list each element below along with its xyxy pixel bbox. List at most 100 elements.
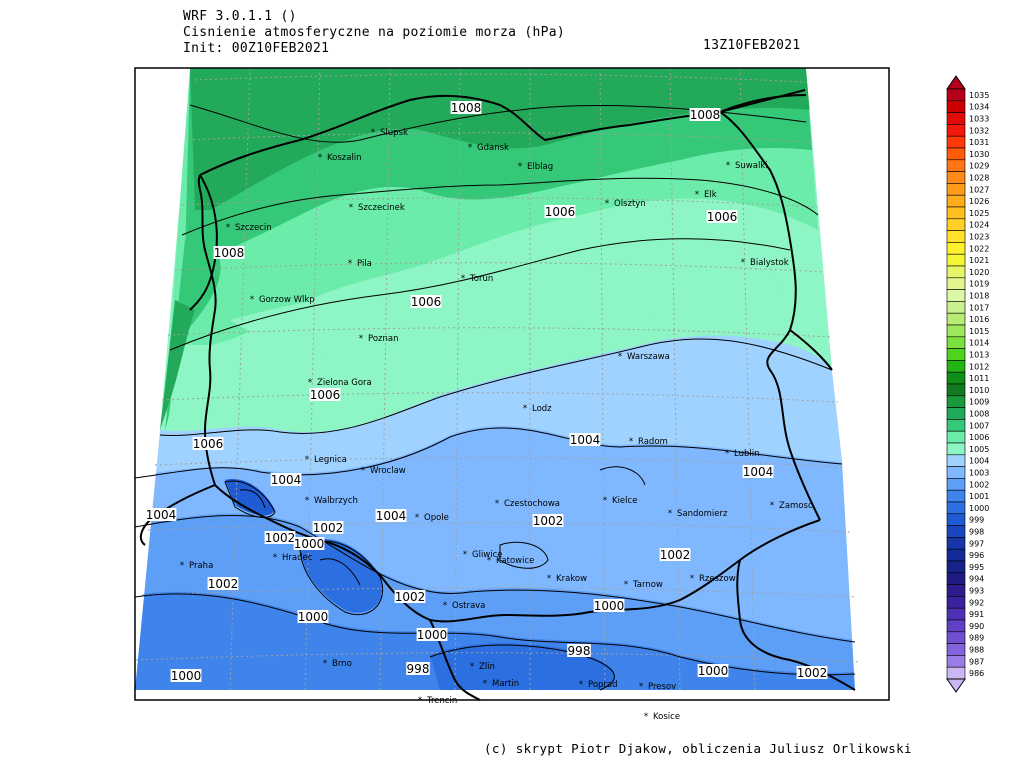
city-torun: * Torun: [461, 274, 493, 284]
colorbar-swatch: [946, 135, 966, 149]
baltic-coast: [199, 89, 806, 176]
contour-label-bg: [297, 610, 329, 623]
contour-label: 998: [406, 662, 430, 676]
model-title: WRF 3.0.1.1 (): [183, 9, 297, 24]
colorbar-cell: 1008: [946, 407, 989, 420]
colorbar-cell: 1028: [946, 171, 989, 184]
contour-label: 1006: [309, 388, 341, 402]
city-star-icon: *: [668, 509, 672, 519]
colorbar-swatch: [946, 395, 966, 408]
city-suwalki: * Suwalki: [726, 161, 768, 171]
city-brno: * Brno: [323, 659, 352, 669]
credit-line: (c) skrypt Piotr Djakow, obliczenia Juli…: [484, 741, 912, 756]
colorbar-swatch: [946, 572, 966, 585]
field-title: Cisnienie atmosferyczne na poziomie morz…: [183, 25, 565, 40]
city-krakow: * Krakow: [547, 574, 587, 584]
outside-domain-left: [135, 68, 190, 690]
colorbar-cell: 989: [946, 631, 984, 644]
contour-label-text: 1000: [417, 628, 448, 642]
colorbar-cell: 1003: [946, 466, 989, 479]
colorbar-swatch: [946, 560, 966, 574]
colorbar-cell: 1035: [946, 88, 989, 102]
colorbar-cell: 1011: [946, 371, 989, 385]
contour-label-bg: [410, 295, 442, 308]
city-gorzow-wlkp: * Gorzow Wlkp: [250, 295, 315, 305]
contour-label-text: 1004: [146, 508, 177, 522]
contour-label-bg: [416, 628, 448, 641]
contour-label-bg: [742, 465, 774, 478]
contour-label-text: 998: [407, 662, 430, 676]
colorbar-tick-label: 991: [969, 610, 984, 619]
colorbar-cell: 991: [946, 607, 984, 621]
contour-label: 1006: [192, 437, 224, 451]
contour-label-text: 1004: [570, 433, 601, 447]
colorbar-tick-label: 1008: [969, 410, 989, 419]
city-label: Trencin: [426, 696, 457, 706]
contour-label-text: 1000: [294, 537, 325, 551]
city-star-icon: *: [443, 601, 447, 611]
city-star-icon: *: [250, 295, 254, 305]
polish-border-west: [197, 174, 217, 486]
colorbar-swatch: [946, 336, 966, 349]
colorbar-swatch: [946, 265, 966, 279]
colorbar: 1035 1034 1033 1032 1031 1030 1029 1028 1027 1026…: [946, 75, 989, 693]
contour-label: 1004: [145, 508, 177, 522]
city-label: Katowice: [496, 556, 534, 566]
city-star-icon: *: [180, 561, 184, 571]
city-zlin: * Zlin: [470, 662, 495, 672]
colorbar-swatch: [946, 324, 966, 338]
city-label: Tarnow: [632, 580, 663, 590]
city-label: Szczecinek: [358, 203, 405, 213]
city-label: Radom: [638, 437, 668, 447]
contour-label: 1002: [312, 521, 344, 535]
city-label: Rzeszow: [699, 574, 736, 584]
colorbar-swatch: [946, 619, 966, 633]
city-star-icon: *: [639, 682, 643, 692]
colorbar-tick-label: 1005: [969, 445, 989, 454]
city-label: Brno: [332, 659, 352, 669]
outside-domain-right: [806, 68, 889, 700]
city-label: Opole: [424, 513, 449, 523]
city-gliwice: * Gliwice: [463, 550, 503, 560]
city-kosice: * Kosice: [644, 712, 680, 722]
contour-label-text: 1002: [265, 531, 296, 545]
contour-label-bg: [270, 473, 302, 486]
city-star-icon: *: [318, 153, 322, 163]
colorbar-cell: 1031: [946, 135, 989, 149]
contour-label-bg: [394, 590, 426, 603]
city-ostrava: * Ostrava: [443, 601, 486, 611]
colorbar-tick-label: 1018: [969, 292, 989, 301]
city-slupsk: * Slupsk: [371, 128, 408, 138]
colorbar-swatch: [946, 525, 966, 538]
colorbar-cell: 1023: [946, 230, 989, 243]
colorbar-cell: 986: [946, 666, 984, 680]
colorbar-swatch: [946, 312, 966, 326]
city-star-icon: *: [523, 404, 527, 414]
colorbar-tick-label: 1031: [969, 138, 989, 147]
city-label: Wroclaw: [370, 466, 406, 476]
colorbar-tick-label: 989: [969, 634, 984, 643]
contour-label: 1008: [213, 246, 245, 260]
contour-label: 1000: [293, 537, 325, 551]
colorbar-swatch: [946, 100, 966, 113]
contour-label-bg: [192, 437, 224, 450]
colorbar-tick-label: 1024: [969, 221, 989, 230]
contour-label-bg: [450, 101, 482, 114]
colorbar-swatch: [946, 218, 966, 231]
colorbar-cell: 1021: [946, 253, 989, 267]
city-zielona-gora: * Zielona Gora: [308, 378, 372, 388]
mountain-low-2: [225, 479, 275, 516]
colorbar-tick-label: 998: [969, 528, 984, 537]
city-star-icon: *: [470, 662, 474, 672]
colorbar-swatch: [946, 183, 966, 196]
city-label: Praha: [189, 561, 213, 571]
city-star-icon: *: [273, 553, 277, 563]
city-label: Elk: [704, 190, 717, 200]
colorbar-tick-label: 1015: [969, 327, 989, 336]
city-star-icon: *: [518, 162, 522, 172]
contour-label-bg: [170, 669, 202, 682]
pressure-fill: [135, 68, 855, 690]
contour-label-bg: [264, 531, 296, 544]
colorbar-tick-label: 994: [969, 575, 984, 584]
colorbar-tick-label: 1023: [969, 233, 989, 242]
